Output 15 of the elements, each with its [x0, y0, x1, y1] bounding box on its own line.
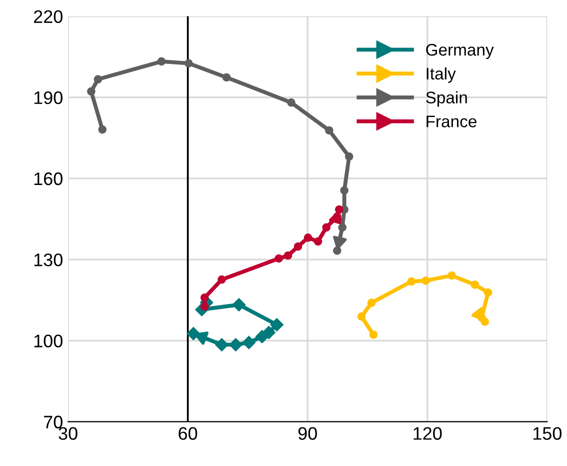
y-tick-label: 160	[34, 172, 62, 186]
x-tick-label: 120	[414, 427, 442, 440]
x-tick-label: 150	[533, 427, 562, 440]
x-tick-label: 90	[298, 427, 317, 440]
legend-label: France	[426, 116, 476, 128]
y-tick-label: 220	[34, 10, 62, 24]
x-tick-label: 30	[58, 427, 78, 440]
x-tick-label: 60	[178, 427, 198, 440]
legend-label: Italy	[426, 67, 456, 83]
y-tick-label: 130	[34, 253, 62, 266]
y-tick-label: 190	[34, 91, 62, 104]
legend-label: Spain	[426, 91, 467, 107]
legend-label: Germany	[426, 44, 494, 60]
y-tick-label: 100	[34, 334, 62, 348]
y-tick-label: 70	[44, 416, 62, 428]
